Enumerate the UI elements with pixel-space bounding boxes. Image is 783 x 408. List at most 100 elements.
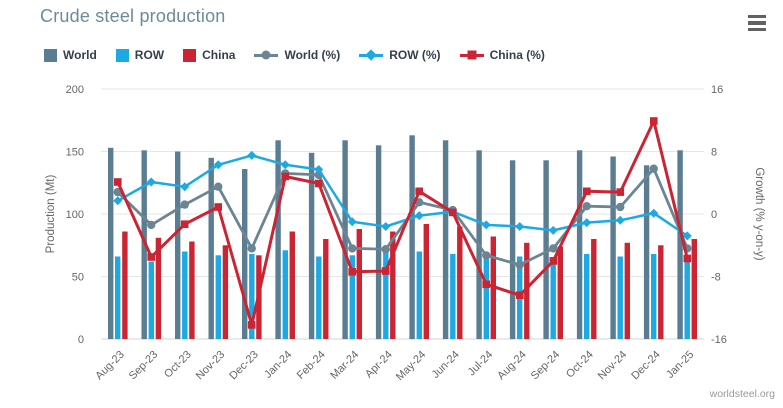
y-axis-right-labels: 16 8 0 -8 -16 (711, 84, 727, 346)
marker-row-dec-24 (649, 208, 659, 218)
bar-row-jan-24 (282, 250, 288, 340)
bar-china-feb-24 (323, 239, 329, 339)
bar-row-dec-24 (651, 254, 657, 339)
legend-item-row[interactable]: ROW (%) (359, 48, 441, 62)
line-row[interactable] (113, 150, 692, 241)
bar-world-dec-23 (242, 169, 248, 339)
marker-china-dec-23 (247, 321, 256, 329)
legend-item-label: China (202, 48, 236, 62)
svg-text:0: 0 (711, 209, 717, 221)
marker-world-sep-23 (147, 220, 156, 230)
legend-circle-marker-icon (254, 48, 279, 62)
svg-text:16: 16 (711, 84, 723, 96)
bar-row-jun-24 (450, 254, 456, 339)
marker-row-nov-23 (213, 160, 223, 170)
bar-row-mar-24 (349, 255, 355, 340)
marker-china-jan-24 (281, 172, 289, 181)
marker-china-oct-24 (583, 187, 591, 196)
hamburger-icon (748, 15, 766, 19)
legend-item-row[interactable]: ROW (115, 48, 164, 62)
svg-text:0: 0 (78, 334, 84, 346)
bar-row-sep-23 (148, 261, 154, 339)
bar-world-mar-24 (342, 140, 348, 340)
marker-china-apr-24 (381, 267, 390, 275)
svg-text:200: 200 (66, 84, 84, 96)
bars-row[interactable] (115, 250, 690, 340)
bar-world-jan-24 (275, 140, 281, 340)
svg-text:Sep-23: Sep-23 (127, 349, 161, 383)
marker-china-aug-23 (114, 178, 122, 186)
bar-china-nov-24 (624, 242, 630, 340)
marker-row-jan-24 (280, 160, 290, 170)
marker-row-mar-24 (347, 217, 357, 227)
bar-china-jan-24 (289, 231, 295, 339)
svg-text:Aug-23: Aug-23 (93, 349, 127, 383)
marker-world-oct-24 (582, 202, 591, 211)
bar-world-jan-25 (677, 150, 683, 340)
line-world[interactable] (113, 164, 692, 269)
svg-text:8: 8 (711, 147, 717, 159)
marker-china-oct-23 (180, 220, 189, 228)
bar-china-mar-24 (356, 229, 362, 339)
svg-text:Jan-24: Jan-24 (262, 349, 294, 381)
legend-swatch-icon (183, 48, 197, 62)
legend-item-label: ROW (%) (389, 48, 441, 62)
credits-link[interactable]: worldsteel.org (709, 388, 776, 400)
chart-legend: World ROW China World (%) ROW (%) China (%) (44, 48, 564, 62)
marker-world-apr-24 (381, 245, 390, 254)
bar-world-sep-24 (543, 160, 549, 340)
marker-row-feb-24 (314, 165, 324, 174)
bars-china[interactable] (122, 224, 697, 340)
marker-china-dec-24 (650, 117, 658, 125)
marker-row-dec-23 (247, 150, 257, 160)
line-china[interactable] (114, 117, 692, 329)
legend-diamond-marker-icon (359, 48, 384, 62)
marker-world-dec-24 (649, 164, 658, 173)
legend-item-label: World (%) (284, 48, 341, 62)
svg-text:100: 100 (66, 209, 84, 221)
svg-text:Jun-24: Jun-24 (430, 349, 462, 381)
bar-row-nov-23 (215, 255, 221, 340)
marker-world-jul-24 (482, 251, 491, 260)
legend-item-china[interactable]: China (183, 48, 235, 62)
chart-menu-button[interactable] (748, 15, 766, 31)
marker-china-jun-24 (448, 208, 457, 217)
svg-text:Aug-24: Aug-24 (495, 349, 529, 383)
svg-text:Oct-24: Oct-24 (564, 349, 596, 381)
hamburger-icon (748, 27, 766, 31)
x-axis-labels: Aug-23 Sep-23 Oct-23 Nov-23 Dec-23 Jan-24 Feb-… (93, 349, 696, 383)
marker-world-mar-24 (348, 244, 357, 253)
svg-text:Jul-24: Jul-24 (466, 349, 496, 379)
legend-item-china[interactable]: China (%) (459, 48, 545, 62)
svg-text:Mar-24: Mar-24 (328, 349, 361, 382)
svg-text:Apr-24: Apr-24 (363, 349, 395, 381)
marker-row-jul-24 (481, 220, 491, 230)
bar-china-aug-24 (524, 242, 530, 340)
bar-china-may-24 (423, 224, 429, 339)
y-axis-left-title: Production (Mt) (45, 175, 57, 254)
chart-title: Crude steel production (40, 6, 226, 26)
bar-china-apr-24 (390, 231, 396, 339)
marker-china-sep-23 (147, 253, 155, 261)
bar-china-nov-23 (222, 245, 229, 340)
bar-china-dec-24 (658, 245, 664, 340)
marker-china-nov-23 (214, 203, 222, 211)
svg-text:-16: -16 (711, 334, 727, 346)
bar-world-jun-24 (442, 140, 449, 340)
marker-world-nov-23 (214, 182, 223, 191)
legend-item-world[interactable]: World (%) (254, 48, 340, 62)
legend-item-label: World (63, 48, 97, 62)
legend-item-world[interactable]: World (44, 48, 97, 62)
legend-item-label: China (%) (489, 48, 545, 62)
bar-row-dec-23 (249, 254, 255, 339)
marker-china-may-24 (415, 187, 423, 196)
bar-row-may-24 (416, 251, 422, 339)
bar-row-oct-24 (584, 254, 590, 339)
marker-world-nov-24 (616, 202, 625, 212)
svg-text:Nov-23: Nov-23 (194, 349, 228, 383)
bar-world-oct-23 (175, 151, 181, 339)
bar-world-feb-24 (308, 152, 315, 340)
marker-row-sep-24 (548, 225, 558, 235)
